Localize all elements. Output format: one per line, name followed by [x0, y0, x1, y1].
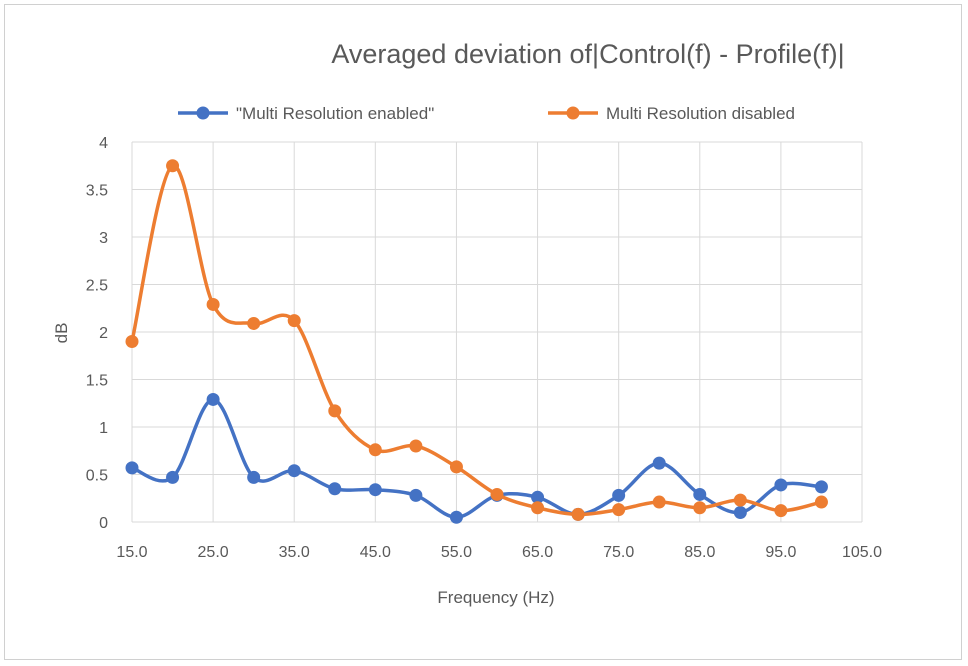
x-tick-label: 35.0	[279, 544, 310, 561]
data-point-series-2	[368, 443, 382, 457]
data-point-series-1	[125, 461, 139, 475]
data-point-series-2	[490, 487, 504, 501]
data-point-series-2	[733, 493, 747, 507]
y-tick-label: 3	[99, 230, 108, 247]
data-point-series-2	[612, 503, 626, 517]
x-tick-label: 105.0	[842, 544, 882, 561]
series-layer	[125, 159, 828, 524]
x-tick-label: 15.0	[116, 544, 147, 561]
series-line-2	[130, 163, 824, 517]
y-tick-label: 0	[99, 515, 108, 532]
data-point-series-1	[449, 510, 463, 524]
data-point-series-2	[247, 316, 261, 330]
data-point-series-1	[368, 483, 382, 497]
data-point-series-1	[612, 488, 626, 502]
legend-label-series-2: Multi Resolution disabled	[606, 104, 795, 123]
legend-label-series-1: "Multi Resolution enabled"	[236, 104, 434, 123]
y-tick-label: 3.5	[86, 183, 108, 200]
y-tick-label: 2.5	[86, 278, 108, 295]
data-point-series-2	[328, 404, 342, 418]
data-point-series-2	[125, 335, 139, 348]
x-tick-label: 65.0	[522, 544, 553, 561]
grid	[131, 141, 863, 523]
data-point-series-1	[733, 506, 747, 519]
x-tick-labels: 15.0 25.0 35.0 45.0 55.0 65.0 75.0 85.0 95.0 105.…	[116, 544, 882, 561]
data-point-series-2	[814, 495, 828, 509]
data-point-series-1	[774, 478, 788, 492]
x-tick-label: 75.0	[603, 544, 634, 561]
data-point-series-1	[328, 482, 342, 496]
data-point-series-1	[247, 470, 261, 484]
data-point-series-2	[287, 314, 301, 328]
x-tick-label: 25.0	[198, 544, 229, 561]
data-point-series-1	[409, 488, 423, 502]
legend-marker-series-2	[566, 106, 580, 120]
x-tick-label: 95.0	[765, 544, 796, 561]
y-axis-label: dB	[52, 323, 71, 344]
x-tick-label: 55.0	[441, 544, 472, 561]
chart-title: Averaged deviation of|Control(f) - Profi…	[331, 39, 844, 69]
data-point-series-1	[531, 490, 545, 504]
data-point-series-1	[652, 456, 666, 470]
data-point-series-2	[449, 460, 463, 474]
data-point-series-2	[531, 501, 545, 515]
legend-marker-series-1	[196, 106, 210, 120]
data-point-series-1	[287, 464, 301, 478]
x-axis-label: Frequency (Hz)	[437, 588, 554, 607]
data-point-series-1	[693, 487, 707, 501]
data-point-series-2	[693, 501, 707, 515]
x-tick-label: 85.0	[684, 544, 715, 561]
data-point-series-2	[206, 297, 220, 311]
data-point-series-1	[166, 470, 180, 484]
y-tick-labels: 0 0.5 1 1.5 2 2.5 3 3.5 4	[86, 135, 108, 532]
data-point-series-2	[652, 495, 666, 509]
x-tick-label: 45.0	[360, 544, 391, 561]
y-tick-label: 4	[99, 135, 108, 152]
data-point-series-1	[814, 480, 828, 494]
series-line-1	[130, 397, 824, 519]
data-point-series-2	[409, 439, 423, 453]
data-point-series-2	[774, 504, 788, 518]
y-tick-label: 1.5	[86, 373, 108, 390]
y-tick-label: 2	[99, 325, 108, 342]
data-point-series-2	[571, 507, 585, 521]
data-point-series-1	[206, 392, 220, 406]
legend: "Multi Resolution enabled" Multi Resolut…	[178, 104, 795, 123]
data-point-series-2	[166, 159, 180, 173]
y-tick-label: 1	[99, 420, 108, 437]
y-tick-label: 0.5	[86, 468, 108, 485]
